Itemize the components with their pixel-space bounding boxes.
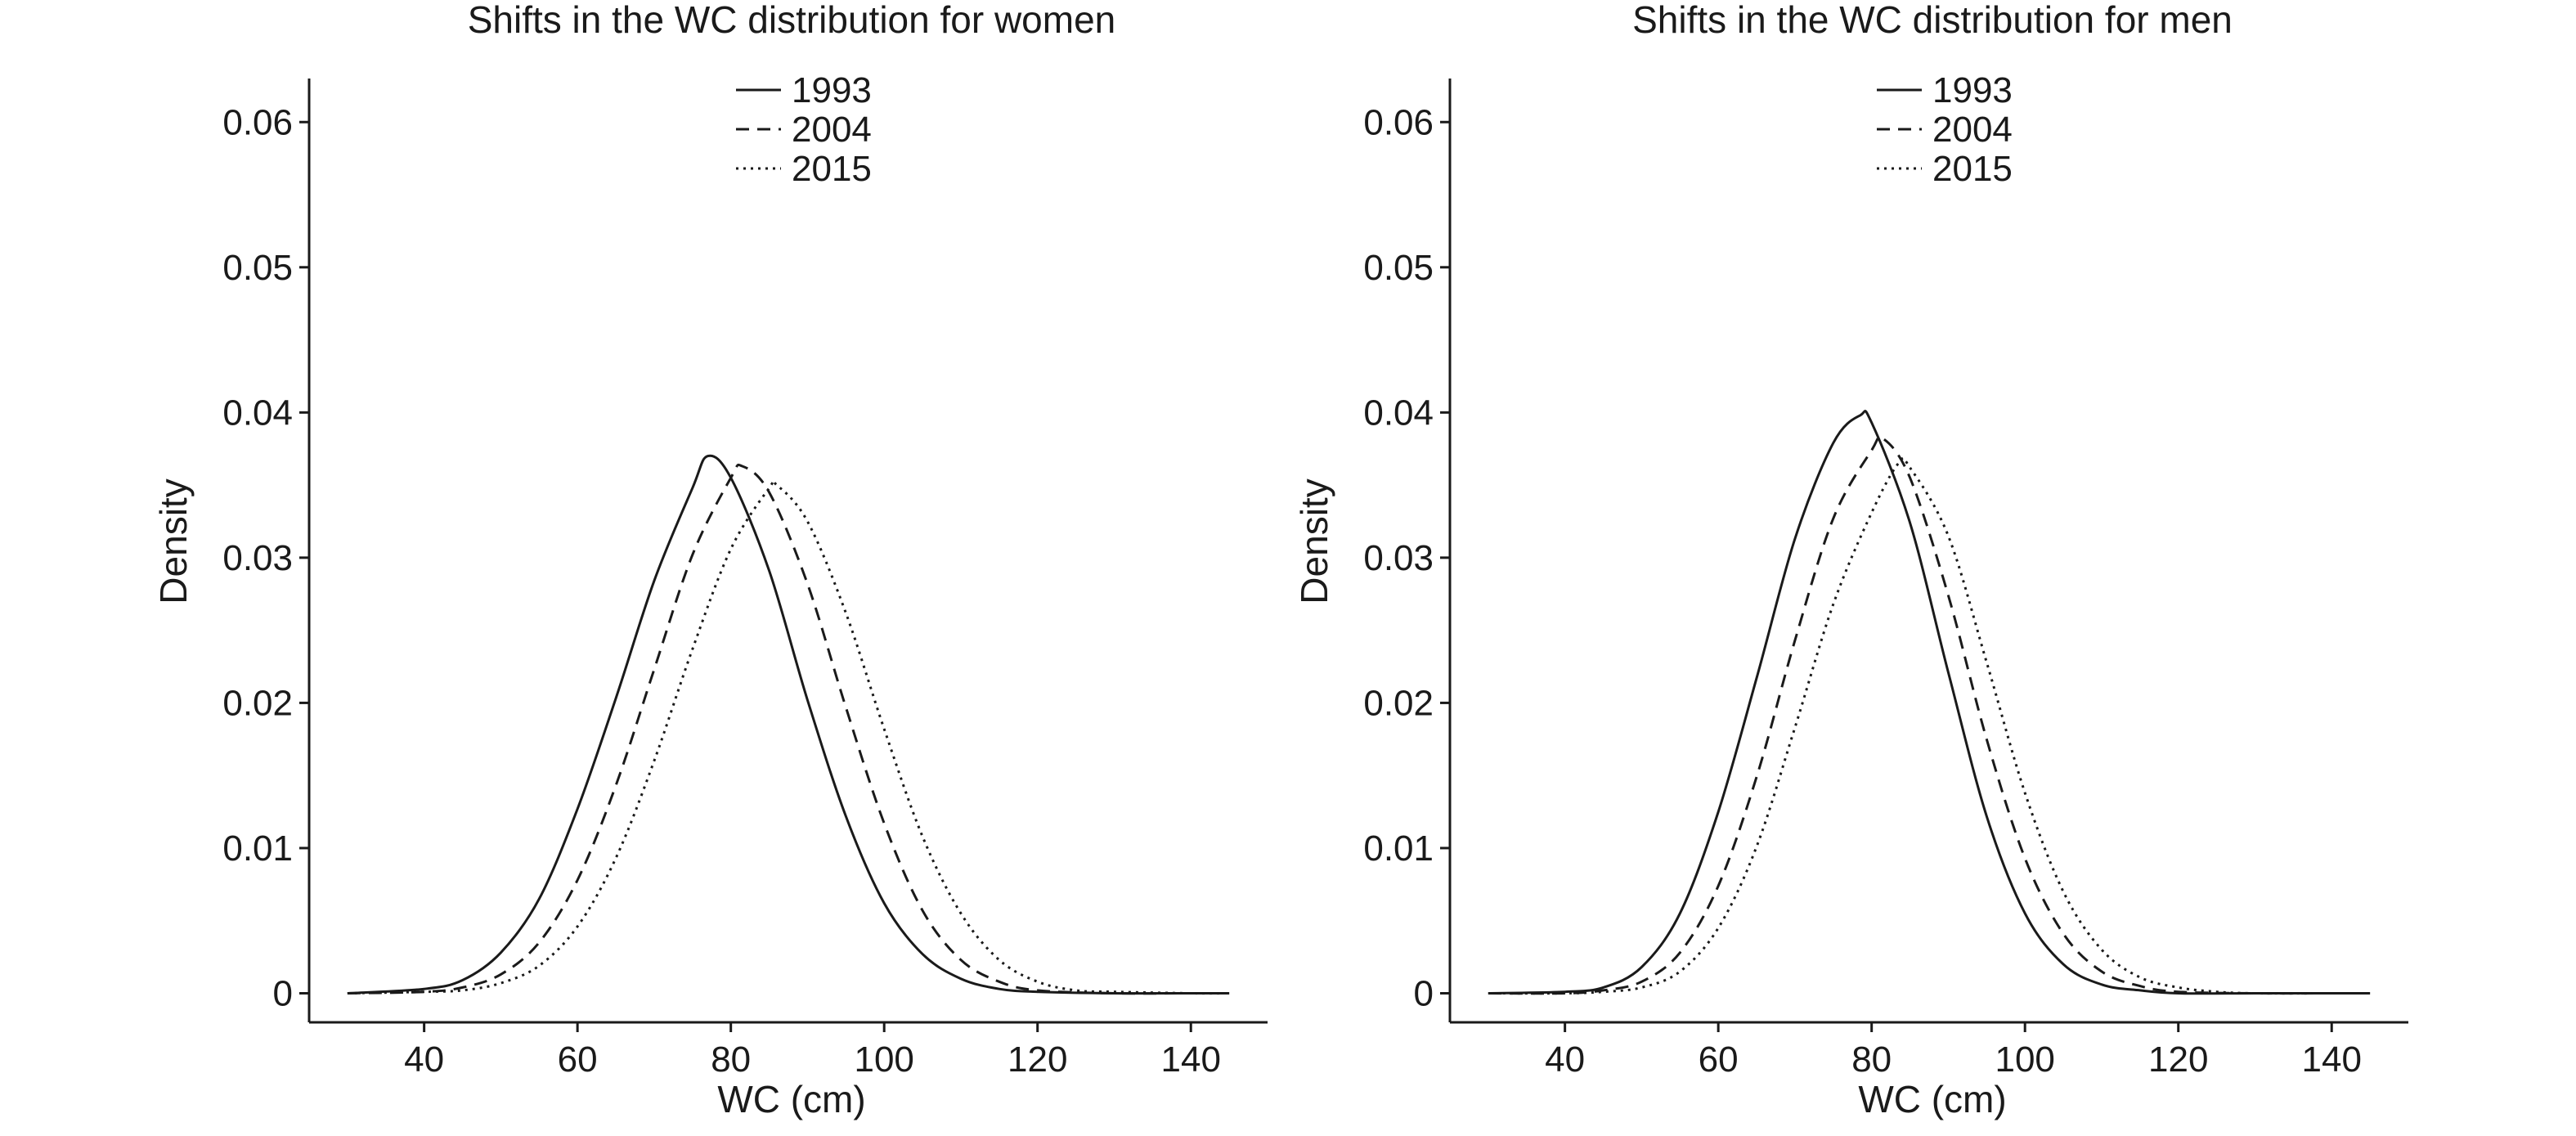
- x-tick-label: 80: [711, 1039, 751, 1080]
- series-line-1993: [1488, 410, 2371, 995]
- x-ticks: 40 60 80 100 120 140: [1545, 1022, 2362, 1080]
- series-line-2015: [347, 478, 1230, 995]
- x-axis-label: WC (cm): [717, 1078, 865, 1120]
- y-tick-label: 0.06: [1363, 102, 1434, 142]
- series-group: [1488, 410, 2371, 995]
- series-line-1993: [347, 454, 1230, 995]
- y-ticks: 0 0.01 0.02 0.03 0.04 0.05 0.06: [1363, 102, 1450, 1013]
- y-tick-label: 0.01: [1363, 828, 1434, 869]
- y-tick-label: 0: [273, 973, 293, 1013]
- legend-label-2015: 2015: [1932, 149, 2013, 189]
- y-tick-label: 0.04: [1363, 393, 1434, 433]
- x-tick-label: 80: [1851, 1039, 1892, 1080]
- x-axis-label: WC (cm): [1858, 1078, 2006, 1120]
- legend-label-1993: 1993: [1932, 70, 2013, 110]
- y-ticks: 0 0.01 0.02 0.03 0.04 0.05 0.06: [222, 102, 309, 1013]
- y-tick-label: 0.05: [222, 248, 293, 288]
- y-tick-label: 0.02: [1363, 683, 1434, 723]
- series-line-2004: [1488, 435, 2371, 995]
- y-tick-label: 0.03: [222, 538, 293, 578]
- x-tick-label: 60: [1699, 1039, 1739, 1080]
- series-line-2015: [1488, 456, 2371, 995]
- y-tick-label: 0.05: [1363, 248, 1434, 288]
- x-tick-label: 140: [1161, 1039, 1221, 1080]
- series-line-2004: [347, 463, 1230, 995]
- series-group: [347, 454, 1230, 995]
- y-tick-label: 0.01: [222, 828, 293, 869]
- legend-label-2004: 2004: [792, 110, 872, 150]
- y-axis-label: Density: [152, 478, 195, 604]
- men-panel: Shifts in the WC distribution for men De…: [1293, 0, 2408, 1120]
- x-ticks: 40 60 80 100 120 140: [404, 1022, 1221, 1080]
- x-tick-label: 120: [2148, 1039, 2208, 1080]
- x-tick-label: 140: [2302, 1039, 2362, 1080]
- y-tick-label: 0.02: [222, 683, 293, 723]
- chart-title: Shifts in the WC distribution for men: [1632, 0, 2233, 41]
- legend-label-2015: 2015: [792, 149, 872, 189]
- women-panel: Shifts in the WC distribution for women …: [152, 0, 1268, 1120]
- y-tick-label: 0.06: [222, 102, 293, 142]
- chart-title: Shifts in the WC distribution for women: [468, 0, 1116, 41]
- x-tick-label: 100: [854, 1039, 913, 1080]
- y-tick-label: 0.04: [222, 393, 293, 433]
- x-tick-label: 40: [1545, 1039, 1585, 1080]
- y-tick-label: 0: [1414, 973, 1434, 1013]
- y-axis-label: Density: [1293, 478, 1335, 604]
- legend-label-1993: 1993: [792, 70, 872, 110]
- y-tick-label: 0.03: [1363, 538, 1434, 578]
- x-tick-label: 100: [1995, 1039, 2054, 1080]
- x-tick-label: 40: [404, 1039, 444, 1080]
- legend-label-2004: 2004: [1932, 110, 2013, 150]
- x-tick-label: 120: [1008, 1039, 1067, 1080]
- x-tick-label: 60: [558, 1039, 598, 1080]
